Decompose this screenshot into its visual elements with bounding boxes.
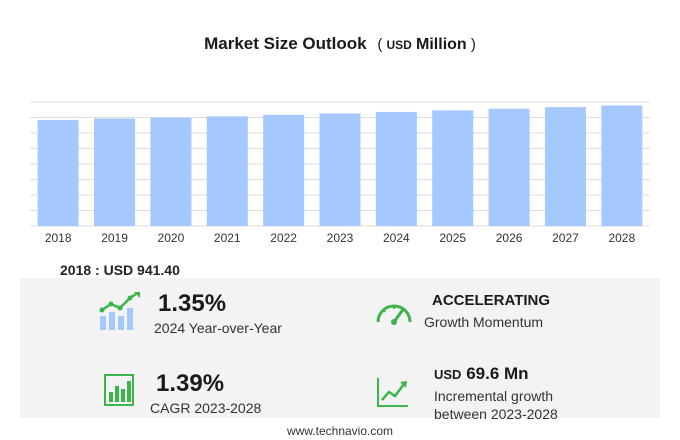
bar-growth-icon	[98, 292, 142, 337]
x-tick-label-2021: 2021	[214, 231, 241, 245]
yoy-value: 1.35%	[158, 290, 227, 317]
bar-2018	[37, 119, 79, 226]
momentum-label: Growth Momentum	[424, 314, 544, 330]
title-unit: ( USD Million )	[377, 36, 476, 53]
incremental-value: USD 69.6 Mn	[434, 364, 529, 384]
title-unit-currency: USD	[386, 38, 412, 52]
incremental-label-line1: Incremental growth	[434, 388, 554, 404]
x-tick-label-2022: 2022	[270, 231, 297, 245]
chart-title: Market Size Outlook ( USD Million )	[0, 34, 680, 54]
bar-chart: 2018 2019 2020 2021 2022 2023 2024 2025 2026 2027…	[30, 101, 650, 245]
incremental-label-line2: between 2023-2028	[434, 406, 558, 422]
bar-2025	[432, 110, 474, 226]
incremental-currency: USD	[434, 367, 462, 382]
title-close-paren: )	[470, 36, 476, 53]
x-tick-label-2028: 2028	[608, 231, 635, 245]
yoy-label: 2024 Year-over-Year	[154, 320, 282, 336]
line-chart-icon	[376, 376, 410, 413]
x-tick-label-2020: 2020	[158, 231, 185, 245]
speedometer-icon	[374, 296, 414, 331]
x-tick-label-2025: 2025	[439, 231, 466, 245]
cagr-label: CAGR 2023-2028	[150, 400, 262, 416]
incremental-amount: 69.6 Mn	[466, 364, 529, 383]
bar-2024	[375, 111, 417, 226]
momentum-value: ACCELERATING	[432, 292, 551, 309]
x-tick-label-2019: 2019	[101, 231, 128, 245]
bar-2020	[150, 117, 192, 226]
bar-2028	[601, 105, 643, 226]
bar-chart-icon	[104, 374, 134, 411]
bar-2023	[319, 113, 361, 226]
x-tick-label-2026: 2026	[496, 231, 523, 245]
title-unit-scale: Million	[416, 36, 467, 53]
title-main: Market Size Outlook	[204, 34, 367, 53]
bar-2026	[488, 108, 530, 226]
title-open-paren: (	[377, 36, 383, 53]
bar-2022	[263, 114, 305, 226]
bar-2019	[94, 118, 136, 226]
x-tick-label-2023: 2023	[327, 231, 354, 245]
base-year-value: 2018 : USD 941.40	[60, 262, 180, 278]
bar-2027	[544, 107, 586, 226]
kpi-panel: 1.35% 2024 Year-over-Year ACCELERATING G…	[20, 278, 660, 422]
x-tick-label-2027: 2027	[552, 231, 579, 245]
footer-url: www.technavio.com	[286, 424, 394, 438]
x-tick-label-2024: 2024	[383, 231, 410, 245]
cagr-value: 1.39%	[156, 370, 225, 397]
x-tick-label-2018: 2018	[45, 231, 72, 245]
bar-2021	[206, 116, 248, 226]
